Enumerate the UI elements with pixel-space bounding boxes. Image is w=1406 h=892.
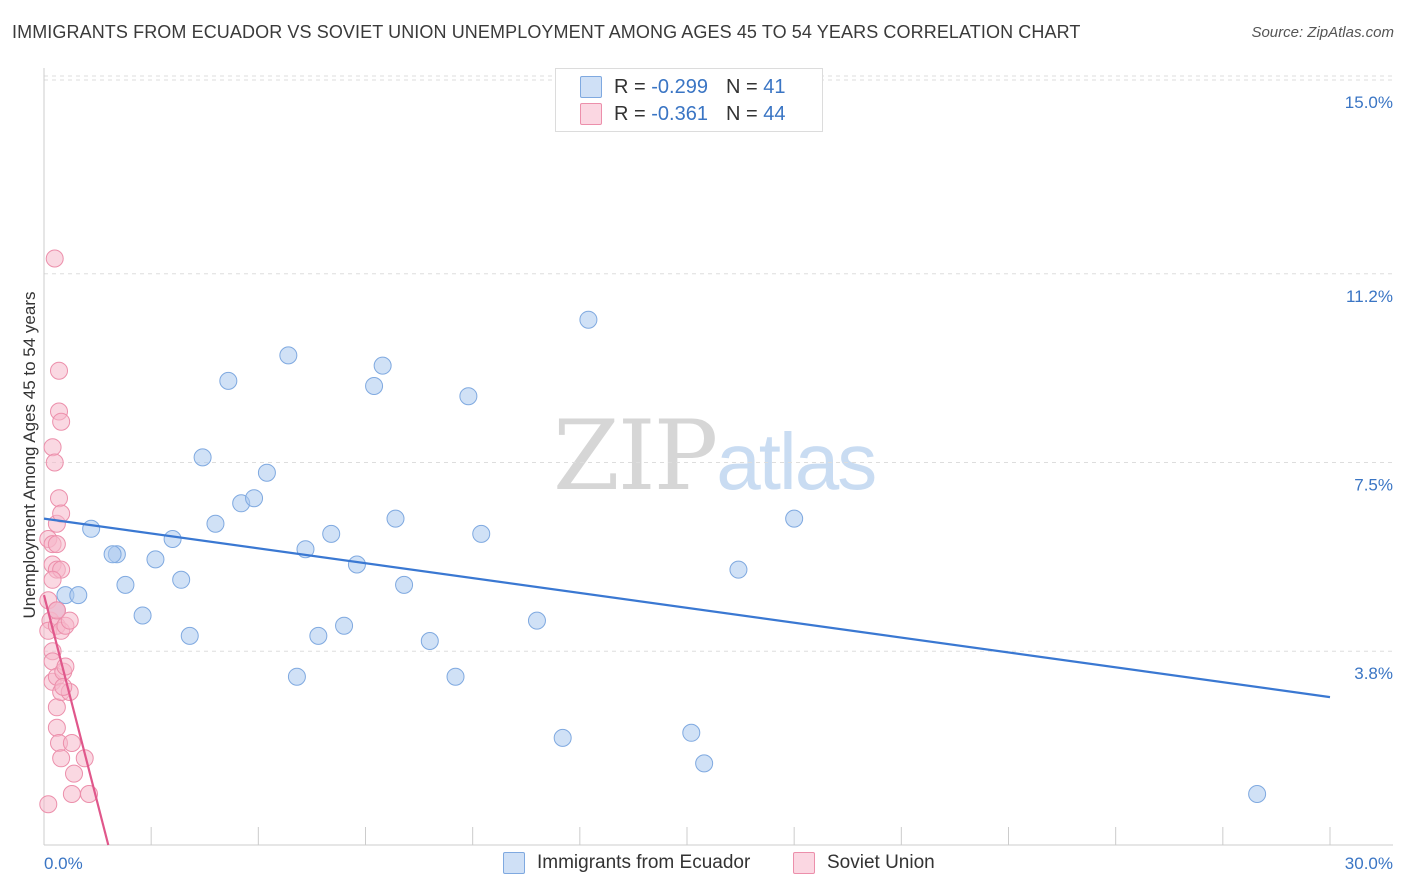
correlation-legend: R = -0.299 N = 41 R = -0.361 N = 44 <box>555 68 823 132</box>
point-ecuador <box>180 626 199 645</box>
watermark: ZIPatlas <box>553 400 877 512</box>
point-ecuador <box>146 550 165 569</box>
point-soviet <box>62 785 81 803</box>
point-ecuador <box>309 626 328 645</box>
point-ecuador <box>322 524 341 543</box>
point-ecuador <box>133 606 152 625</box>
point-ecuador <box>287 667 306 686</box>
x-tick-label-max: 30.0% <box>1345 854 1393 873</box>
point-ecuador <box>1248 785 1267 803</box>
x-tick-label-min: 0.0% <box>44 854 83 873</box>
point-soviet <box>65 764 84 783</box>
point-ecuador <box>172 570 191 589</box>
point-ecuador <box>193 448 212 467</box>
point-soviet <box>47 698 66 717</box>
series-name-ecuador: Immigrants from Ecuador <box>537 852 751 873</box>
point-ecuador <box>219 371 238 390</box>
point-ecuador <box>695 754 714 773</box>
point-soviet <box>47 718 66 737</box>
point-soviet <box>43 570 62 589</box>
series-name-soviet: Soviet Union <box>827 852 935 873</box>
point-ecuador <box>116 575 135 594</box>
legend-swatch-soviet <box>580 103 602 125</box>
point-ecuador <box>395 575 414 594</box>
point-soviet <box>60 611 79 630</box>
point-ecuador <box>365 377 384 395</box>
legend-n-label: N = <box>725 75 758 98</box>
point-ecuador <box>579 310 598 329</box>
point-ecuador <box>347 555 366 574</box>
point-ecuador <box>527 611 546 630</box>
y-tick-label: 15.0% <box>1345 93 1393 112</box>
legend-r-label: R = <box>614 75 646 98</box>
point-soviet <box>43 438 62 457</box>
series-legend-soviet: Soviet Union <box>793 852 935 874</box>
point-soviet <box>47 601 66 620</box>
point-ecuador <box>472 524 491 543</box>
point-ecuador <box>420 632 439 650</box>
point-ecuador <box>785 509 804 528</box>
point-ecuador <box>459 387 478 406</box>
trend-line-soviet <box>42 594 110 846</box>
legend-r-label: R = <box>614 102 646 125</box>
legend-r-value-ecuador: -0.299 <box>651 75 708 98</box>
chart-title: IMMIGRANTS FROM ECUADOR VS SOVIET UNION … <box>12 22 1081 42</box>
series-swatch-soviet <box>793 852 815 874</box>
y-tick-label: 11.2% <box>1346 287 1393 306</box>
watermark-zip: ZIP <box>553 400 718 512</box>
point-soviet <box>45 453 64 472</box>
legend-n-label: N = <box>725 102 758 125</box>
point-ecuador <box>682 723 701 742</box>
point-soviet <box>50 361 69 380</box>
point-soviet <box>39 795 58 814</box>
point-ecuador <box>82 519 101 538</box>
legend-n-value-soviet: 44 <box>763 102 786 125</box>
point-ecuador <box>729 560 748 579</box>
point-soviet <box>52 749 71 768</box>
watermark-atlas: atlas <box>716 417 877 506</box>
point-ecuador <box>335 616 354 635</box>
point-ecuador <box>386 509 405 528</box>
point-ecuador <box>69 586 88 605</box>
source-label: Source: ZipAtlas.com <box>1251 24 1394 41</box>
point-ecuador <box>163 530 182 548</box>
legend-r-value-soviet: -0.361 <box>651 102 708 125</box>
point-ecuador <box>446 667 465 686</box>
trend-line-ecuador <box>43 517 1331 699</box>
point-soviet <box>45 249 64 268</box>
y-tick-label: 7.5% <box>1354 476 1393 495</box>
point-ecuador <box>373 356 392 375</box>
point-ecuador <box>245 489 264 508</box>
point-ecuador <box>103 545 122 564</box>
point-ecuador <box>257 463 276 482</box>
legend-n-value-ecuador: 41 <box>763 75 786 98</box>
point-soviet <box>50 489 69 508</box>
point-ecuador <box>206 514 225 533</box>
series-legend: Immigrants from Ecuador Soviet Union <box>0 852 1406 878</box>
point-ecuador <box>279 346 298 365</box>
legend-row-ecuador: R = -0.299 N = 41 <box>580 75 785 99</box>
point-soviet <box>56 657 75 676</box>
series-swatch-ecuador <box>503 852 525 874</box>
point-soviet <box>52 412 71 431</box>
point-ecuador <box>553 728 572 747</box>
point-soviet <box>62 734 81 752</box>
series-legend-ecuador: Immigrants from Ecuador <box>503 852 750 874</box>
y-axis-label: Unemployment Among Ages 45 to 54 years <box>20 291 39 619</box>
point-soviet <box>47 535 66 554</box>
y-tick-label: 3.8% <box>1354 664 1393 683</box>
legend-row-soviet: R = -0.361 N = 44 <box>580 102 785 126</box>
legend-swatch-ecuador <box>580 76 602 98</box>
